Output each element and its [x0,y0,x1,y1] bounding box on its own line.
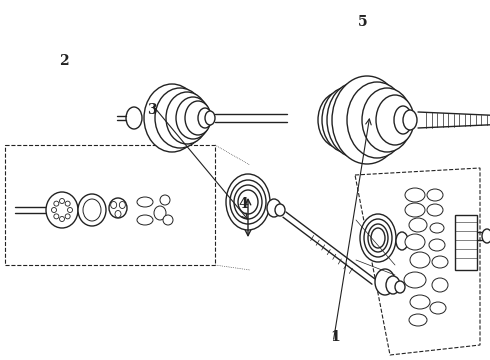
Ellipse shape [176,97,210,139]
Ellipse shape [371,228,385,248]
Bar [455,215,477,270]
Ellipse shape [137,215,153,225]
Text: 3: 3 [147,103,157,117]
Ellipse shape [410,252,430,268]
Ellipse shape [115,211,121,217]
Ellipse shape [238,190,258,214]
Ellipse shape [364,219,392,257]
Ellipse shape [396,232,408,250]
Ellipse shape [155,88,205,148]
Ellipse shape [410,295,430,309]
Ellipse shape [83,199,101,221]
Ellipse shape [78,194,106,226]
Ellipse shape [427,189,443,201]
Ellipse shape [163,215,173,225]
Ellipse shape [51,207,56,212]
Ellipse shape [109,198,127,218]
Ellipse shape [403,110,417,130]
Ellipse shape [409,314,427,326]
Ellipse shape [430,302,446,314]
Ellipse shape [185,101,211,135]
Ellipse shape [375,269,395,295]
Ellipse shape [267,199,281,217]
Ellipse shape [386,276,400,294]
Text: 5: 5 [358,15,368,28]
Bar [5,145,215,265]
Ellipse shape [59,198,65,203]
Text: 1: 1 [330,330,340,344]
Ellipse shape [432,278,448,292]
Ellipse shape [318,92,362,148]
Ellipse shape [230,180,266,224]
Ellipse shape [54,214,59,219]
Ellipse shape [275,204,285,216]
Ellipse shape [360,214,396,262]
Ellipse shape [226,174,270,230]
Ellipse shape [427,204,443,216]
Ellipse shape [327,82,387,158]
Text: 4: 4 [238,197,248,211]
Ellipse shape [137,197,153,207]
Ellipse shape [482,229,490,243]
Ellipse shape [154,206,166,220]
Ellipse shape [432,256,448,268]
Ellipse shape [111,202,117,208]
Ellipse shape [46,192,78,228]
Ellipse shape [362,88,412,152]
Ellipse shape [405,203,425,217]
Ellipse shape [405,188,425,202]
Ellipse shape [322,87,374,153]
Ellipse shape [160,195,170,205]
Ellipse shape [144,84,200,152]
Polygon shape [355,168,480,355]
Ellipse shape [54,201,59,206]
Ellipse shape [409,218,427,232]
Ellipse shape [234,185,262,219]
Ellipse shape [368,224,388,252]
Ellipse shape [332,76,402,164]
Ellipse shape [126,107,142,129]
Ellipse shape [205,111,215,125]
Text: 2: 2 [59,54,69,68]
Ellipse shape [376,95,414,145]
Ellipse shape [65,201,70,206]
Ellipse shape [430,223,444,233]
Ellipse shape [394,106,412,134]
Ellipse shape [65,214,70,219]
Ellipse shape [347,82,407,158]
Ellipse shape [59,216,65,221]
Ellipse shape [395,281,405,293]
Ellipse shape [429,239,445,251]
Ellipse shape [166,92,208,144]
Ellipse shape [404,272,426,288]
Ellipse shape [68,207,73,212]
Ellipse shape [120,202,125,208]
Ellipse shape [198,108,212,128]
Ellipse shape [405,234,425,250]
